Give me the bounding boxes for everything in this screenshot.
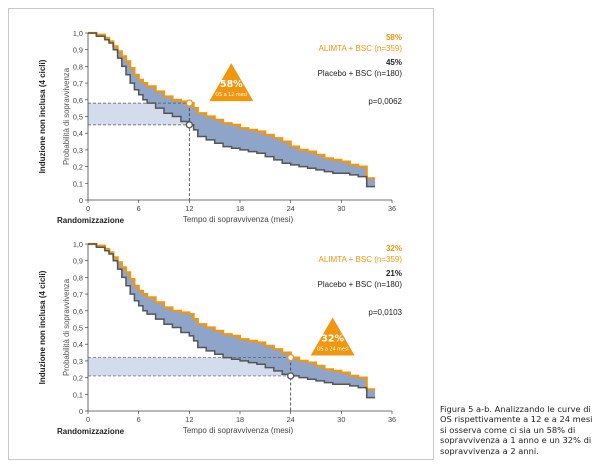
x-axis-label: Tempo di sopravvivenza (mesi): [183, 215, 294, 224]
y-tick-label: 0,2: [73, 163, 83, 172]
figure-frame: [8, 8, 434, 460]
y-axis-label: Probabilità di sopravvivenza: [62, 67, 71, 165]
x-tick-label: 12: [185, 415, 193, 424]
x-tick-label: 0: [86, 204, 90, 213]
x-tick-label: 36: [388, 204, 396, 213]
triangle-percent: 32%: [321, 334, 344, 345]
placebo-curve: [88, 32, 376, 188]
y-tick-label: 0,5: [73, 324, 83, 333]
p-value: p=0,0103: [368, 308, 402, 317]
alimta-curve: [88, 31, 376, 180]
y-tick-label: 0,7: [73, 79, 83, 88]
p-value: p=0,0062: [368, 97, 402, 106]
x-tick-label: 6: [137, 415, 141, 424]
alimta-curve: [88, 242, 376, 391]
legend-alimta-percent: 32%: [386, 244, 402, 253]
randomization-label: Randomizzazione: [57, 216, 125, 225]
marker-point-alimta: [287, 353, 295, 362]
y-tick-label: 0,7: [73, 290, 83, 299]
x-tick-label: 6: [137, 204, 141, 213]
x-tick-label: 18: [236, 204, 244, 213]
x-tick-label: 30: [337, 204, 345, 213]
x-tick-label: 0: [86, 415, 90, 424]
y-tick-label: 0,1: [73, 179, 83, 188]
triangle-callout: [209, 63, 254, 102]
legend-alimta-name: ALIMTA + BSC (n=359): [319, 255, 403, 264]
legend-alimta-percent: 58%: [386, 33, 402, 42]
triangle-subtitle: OS a 24 mesi: [317, 347, 349, 353]
y-tick-label: 0,2: [73, 374, 83, 383]
y-tick-label: 0,1: [73, 390, 83, 399]
figure-caption: Figura 5 a-b. Analizzando le curve di OS…: [440, 404, 593, 456]
y-tick-label: 0,4: [73, 129, 83, 138]
x-tick-label: 36: [388, 415, 396, 424]
chart-panel-1: 58% OS a 12 mesi 0 0,1 0,2 0,3 0,4 0,5 0,6 0,7 0,8…: [38, 29, 403, 225]
x-tick-label: 12: [185, 204, 193, 213]
y-tick-label: 0,5: [73, 113, 83, 122]
reference-band: [88, 357, 291, 376]
marker-point-placebo: [185, 121, 193, 129]
y-tick-label: 0: [79, 196, 83, 205]
y-group-label: Induzione non inclusa (4 cicli): [38, 59, 47, 173]
x-tick-label: 18: [236, 415, 244, 424]
y-tick-label: 1,0: [73, 240, 83, 249]
randomization-label: Randomizzazione: [57, 427, 125, 436]
y-tick-label: 0,8: [73, 62, 83, 71]
marker-point-alimta: [185, 99, 193, 107]
y-tick-label: 0,4: [73, 340, 83, 349]
placebo-curve: [88, 243, 376, 399]
triangle-subtitle: OS a 12 mesi: [215, 92, 247, 98]
y-tick-label: 1,0: [73, 29, 83, 38]
y-tick-label: 0,6: [73, 307, 83, 316]
x-tick-label: 24: [287, 415, 295, 424]
triangle-callout: [310, 317, 355, 356]
legend-alimta-name: ALIMTA + BSC (n=359): [319, 44, 403, 53]
x-axis-label: Tempo di sopravvivenza (mesi): [183, 426, 294, 435]
legend-placebo-percent: 45%: [386, 58, 402, 67]
y-tick-label: 0,6: [73, 96, 83, 105]
y-tick-label: 0,9: [73, 257, 83, 266]
legend-placebo-percent: 21%: [386, 269, 402, 278]
y-tick-label: 0,3: [73, 146, 83, 155]
y-axis-label: Probabilità di sopravvivenza: [62, 278, 71, 376]
marker-point-placebo: [287, 372, 295, 380]
y-group-label: Induzione non inclusa (4 cicli): [38, 270, 47, 384]
y-tick-label: 0,3: [73, 357, 83, 366]
legend-placebo-name: Placebo + BSC (n=180): [318, 69, 403, 78]
y-tick-label: 0,8: [73, 273, 83, 282]
x-tick-label: 24: [287, 204, 295, 213]
legend-placebo-name: Placebo + BSC (n=180): [318, 280, 403, 289]
y-tick-label: 0,9: [73, 46, 83, 55]
triangle-percent: 58%: [220, 79, 243, 90]
x-tick-label: 30: [337, 415, 345, 424]
chart-panel-2: 32% OS a 24 mesi 0 0,1 0,2 0,3 0,4 0,5 0,6 0,7 0,8…: [38, 240, 403, 436]
y-tick-label: 0: [79, 407, 83, 416]
